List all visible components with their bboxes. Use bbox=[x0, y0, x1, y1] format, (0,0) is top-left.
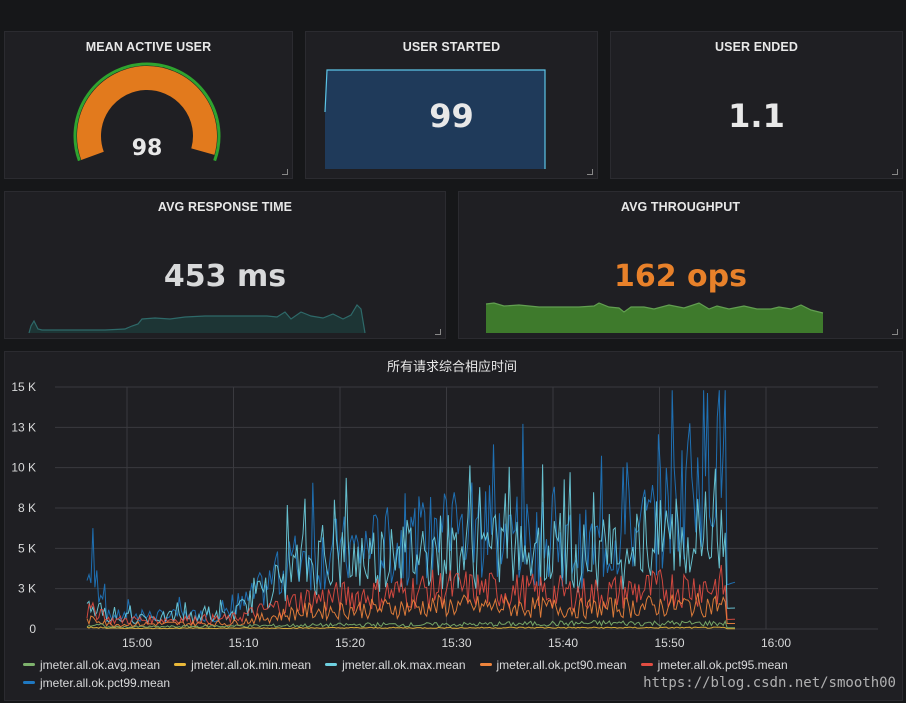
panel-avg-response-time[interactable]: AVG RESPONSE TIME 453 ms bbox=[4, 191, 446, 339]
throughput-value: 162 ops bbox=[613, 259, 747, 294]
gauge-value: 98 bbox=[131, 136, 163, 161]
panel-user-started[interactable]: USER STARTED 99 bbox=[305, 31, 598, 179]
chart-title: 所有请求综合相应时间 bbox=[387, 359, 517, 374]
user-started-value: 99 bbox=[429, 97, 474, 135]
legend-label: jmeter.all.ok.pct90.mean bbox=[496, 658, 627, 672]
legend-label: jmeter.all.ok.pct99.mean bbox=[40, 676, 171, 690]
x-tick-label: 15:50 bbox=[654, 636, 684, 650]
y-tick-label: 13 K bbox=[11, 420, 36, 434]
x-tick-label: 15:10 bbox=[228, 636, 258, 650]
series-line-jmeter.all.ok.min.mean bbox=[86, 626, 735, 630]
series-line-jmeter.all.ok.avg.mean bbox=[86, 619, 735, 629]
resize-handle-icon[interactable] bbox=[587, 169, 593, 175]
legend-label: jmeter.all.ok.pct95.mean bbox=[657, 658, 788, 672]
panel-response-time-graph[interactable]: 所有请求综合相应时间 15:00 15:10 15:20 15:30 15:40 15:5… bbox=[4, 351, 903, 701]
resize-handle-icon[interactable] bbox=[892, 329, 898, 335]
x-tick-label: 15:20 bbox=[335, 636, 365, 650]
y-tick-label: 0 bbox=[29, 622, 36, 636]
y-tick-label: 8 K bbox=[18, 501, 36, 515]
panel-title: AVG RESPONSE TIME bbox=[157, 200, 293, 214]
resize-handle-icon[interactable] bbox=[892, 169, 898, 175]
user-started-sparkline bbox=[324, 69, 546, 169]
panel-title: AVG THROUGHPUT bbox=[620, 200, 741, 214]
panel-mean-active-user[interactable]: MEAN ACTIVE USER 98 bbox=[4, 31, 293, 179]
series-line-jmeter.all.ok.max.mean bbox=[86, 464, 736, 625]
legend-swatch bbox=[174, 663, 187, 667]
panel-title: USER ENDED bbox=[715, 40, 798, 54]
legend-swatch bbox=[23, 663, 35, 667]
gauge bbox=[73, 62, 221, 162]
x-tick-label: 15:30 bbox=[441, 636, 471, 650]
y-tick-label: 3 K bbox=[18, 582, 36, 596]
legend-item[interactable]: jmeter.all.ok.pct90.mean bbox=[479, 656, 627, 674]
panel-title: USER STARTED bbox=[402, 40, 501, 54]
series-line-jmeter.all.ok.pct90.mean bbox=[86, 593, 735, 628]
legend-label: jmeter.all.ok.avg.mean bbox=[40, 658, 161, 672]
y-tick-label: 15 K bbox=[11, 380, 36, 394]
legend-swatch bbox=[479, 663, 492, 667]
legend-swatch bbox=[23, 681, 35, 685]
y-tick-label: 10 K bbox=[11, 461, 36, 475]
legend-label: jmeter.all.ok.min.mean bbox=[191, 658, 312, 672]
panel-user-ended[interactable]: USER ENDED 1.1 bbox=[610, 31, 903, 179]
user-ended-value: 1.1 bbox=[728, 97, 785, 135]
panel-avg-throughput[interactable]: AVG THROUGHPUT 162 ops bbox=[458, 191, 903, 339]
series-line-jmeter.all.ok.pct99.mean bbox=[86, 390, 736, 624]
legend-item[interactable]: jmeter.all.ok.avg.mean bbox=[23, 656, 160, 674]
panel-title: MEAN ACTIVE USER bbox=[85, 40, 212, 54]
resize-handle-icon[interactable] bbox=[435, 329, 441, 335]
watermark: https://blog.csdn.net/smooth00 bbox=[643, 675, 896, 691]
legend-swatch bbox=[325, 663, 338, 667]
resize-handle-icon[interactable] bbox=[282, 169, 288, 175]
response-time-chart: 所有请求综合相应时间 15:00 15:10 15:20 15:30 15:40 15:5… bbox=[11, 359, 878, 650]
legend-swatch bbox=[640, 663, 653, 667]
x-tick-label: 16:00 bbox=[761, 636, 791, 650]
legend-item[interactable]: jmeter.all.ok.pct99.mean bbox=[23, 674, 170, 692]
response-time-sparkline bbox=[28, 304, 366, 334]
legend-item[interactable]: jmeter.all.ok.pct95.mean bbox=[640, 656, 788, 674]
chart-legend: jmeter.all.ok.avg.mean jmeter.all.ok.min.… bbox=[23, 656, 903, 692]
legend-item[interactable]: jmeter.all.ok.min.mean bbox=[174, 656, 311, 674]
throughput-sparkline bbox=[485, 302, 824, 333]
x-tick-label: 15:00 bbox=[122, 636, 152, 650]
y-tick-label: 5 K bbox=[18, 541, 36, 555]
legend-item[interactable]: jmeter.all.ok.max.mean bbox=[325, 656, 466, 674]
x-tick-label: 15:40 bbox=[548, 636, 578, 650]
response-time-value: 453 ms bbox=[163, 259, 287, 294]
legend-label: jmeter.all.ok.max.mean bbox=[342, 658, 466, 672]
